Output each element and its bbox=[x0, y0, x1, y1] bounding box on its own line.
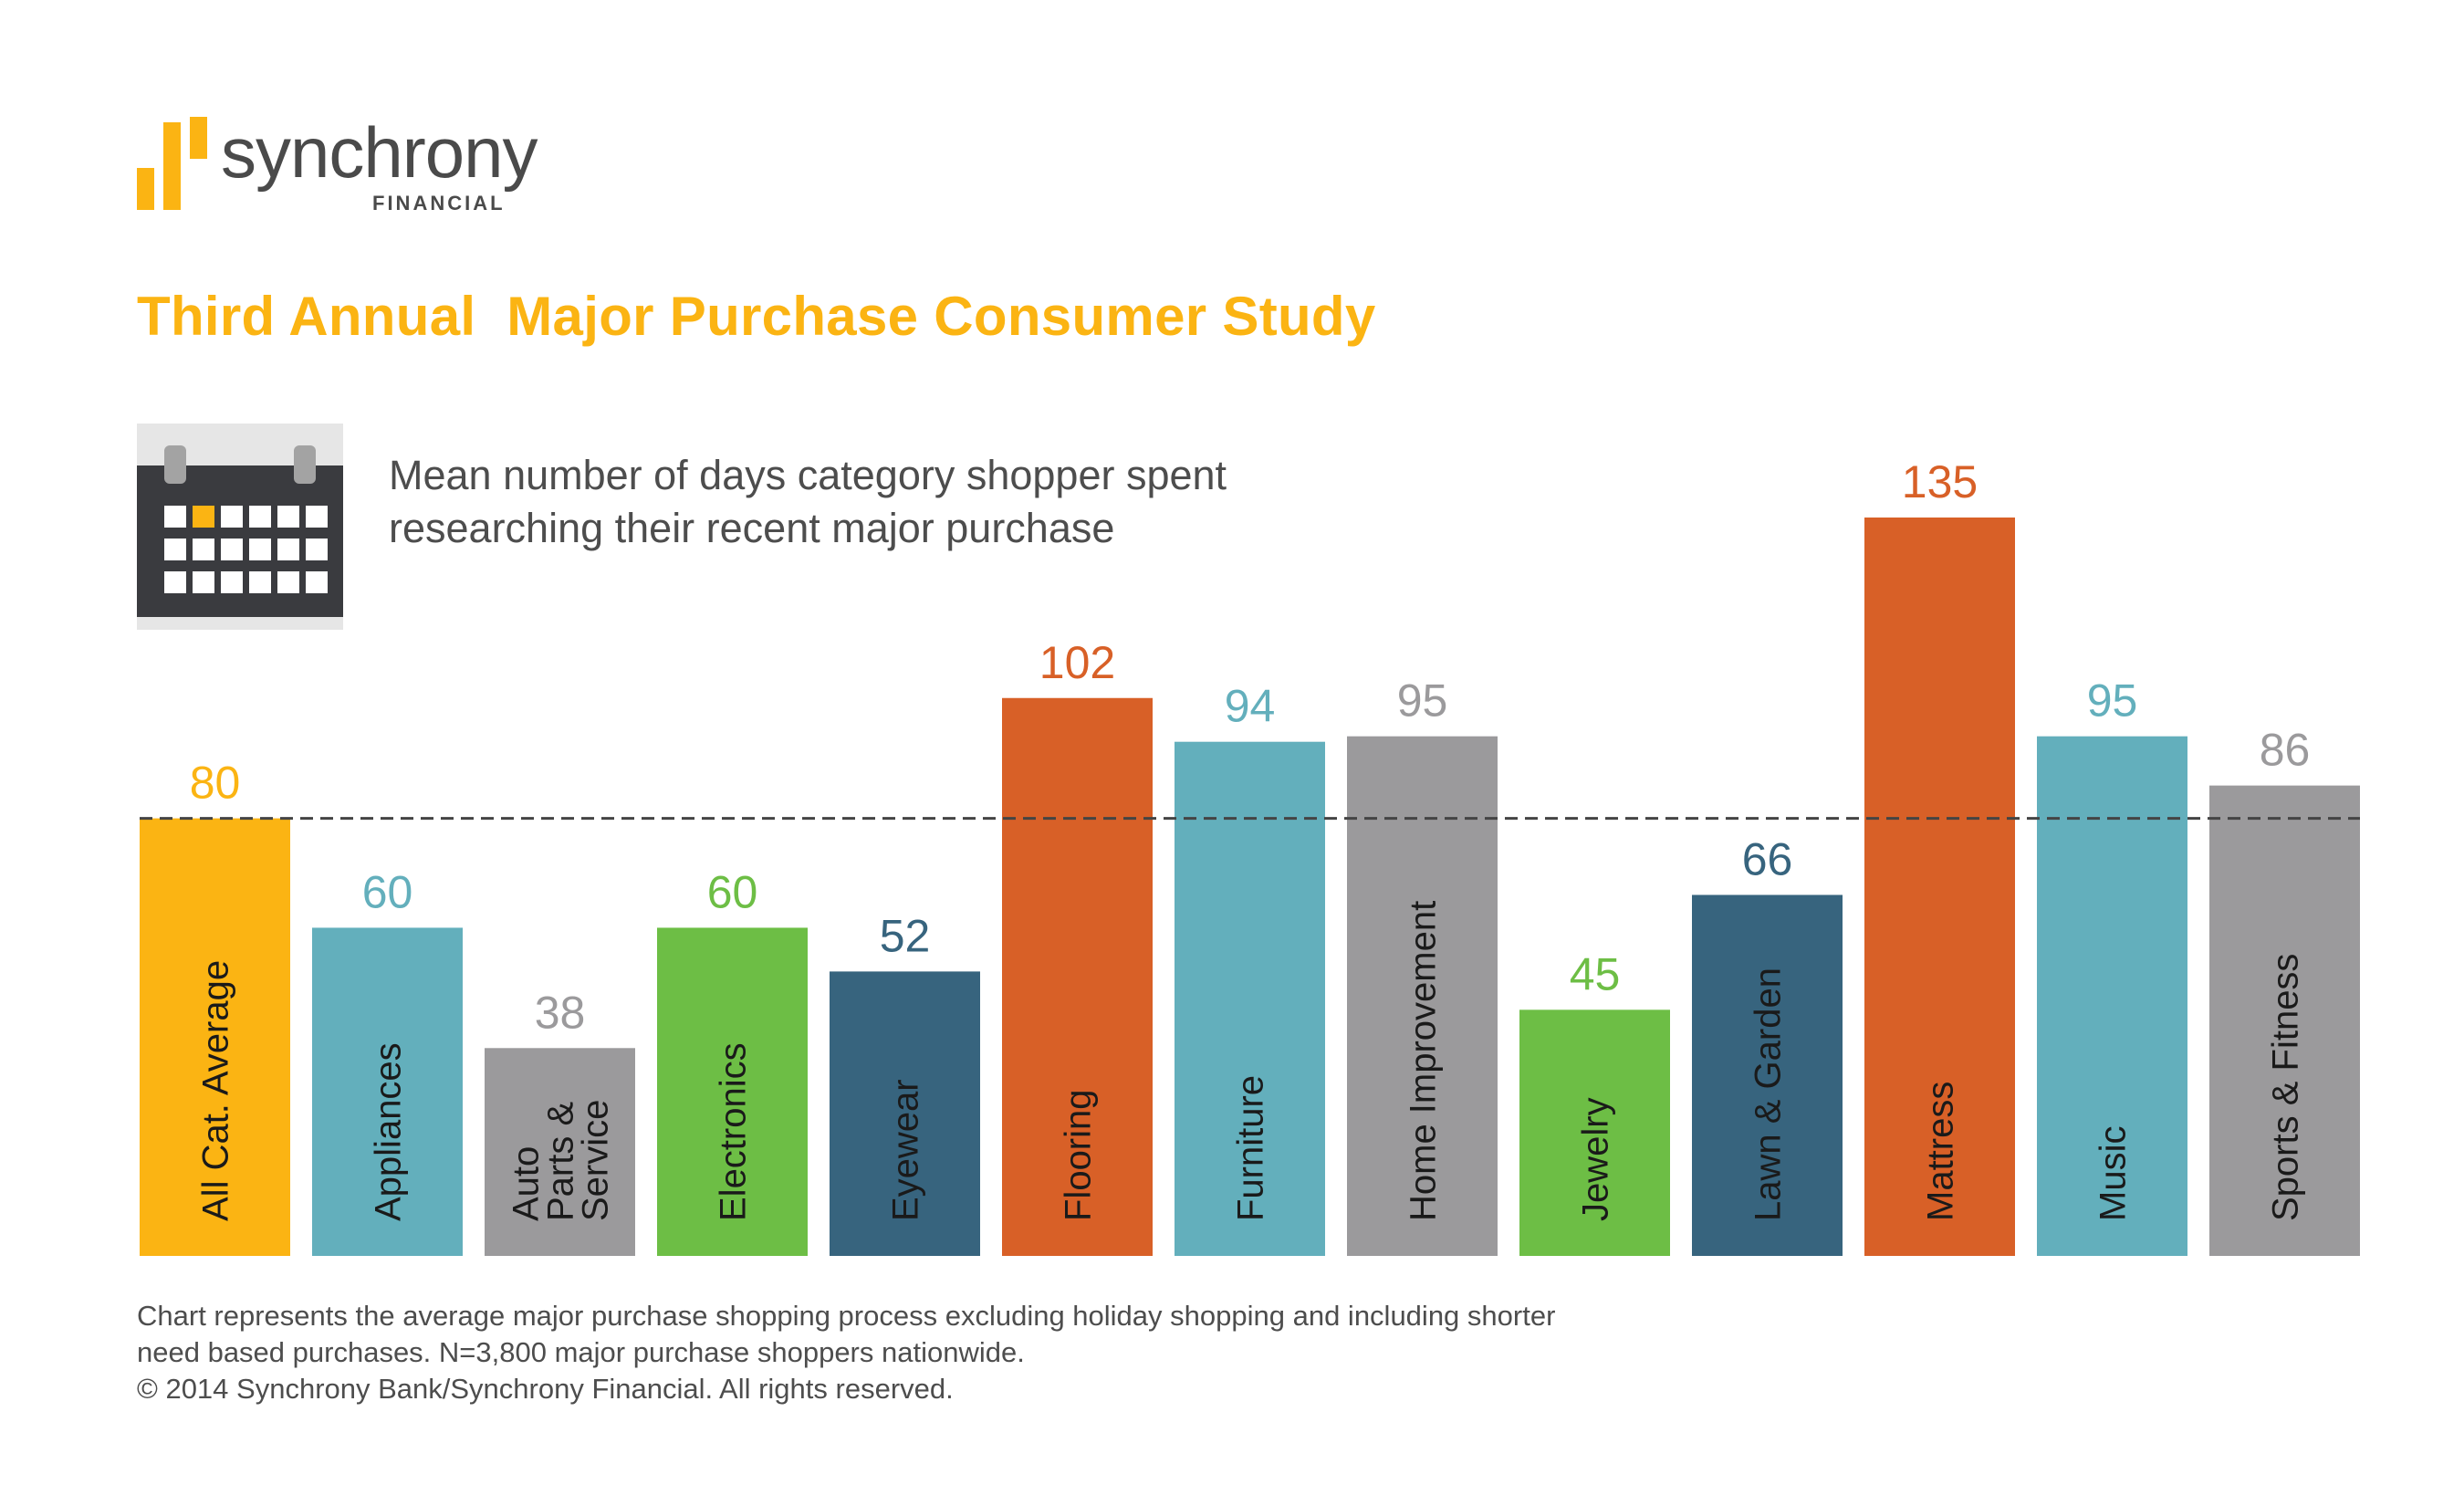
bar bbox=[140, 818, 290, 1256]
category-label: Eyewear bbox=[886, 1079, 926, 1221]
bar bbox=[1692, 894, 1843, 1256]
bar bbox=[2209, 785, 2360, 1256]
bar bbox=[1175, 741, 1325, 1256]
category-label: Jewelry bbox=[1576, 1097, 1616, 1221]
category-label: Lawn & Garden bbox=[1749, 967, 1789, 1221]
bar bbox=[1347, 736, 1498, 1256]
category-label: Flooring bbox=[1059, 1089, 1099, 1221]
bar bbox=[312, 927, 463, 1256]
data-label: 86 bbox=[2260, 725, 2311, 776]
category-label: All Cat. Average bbox=[196, 960, 236, 1221]
bar bbox=[1864, 518, 2015, 1256]
logo-wordmark: synchrony bbox=[221, 112, 538, 193]
footnote-line: © 2014 Synchrony Bank/Synchrony Financia… bbox=[137, 1373, 954, 1405]
synchrony-logo: synchrony FINANCIAL bbox=[137, 117, 593, 217]
logo-subtext: FINANCIAL bbox=[372, 192, 506, 214]
chart-subtitle: Mean number of days category shopper spe… bbox=[389, 452, 1227, 551]
calendar-icon bbox=[137, 424, 343, 630]
footnote-line: need based purchases. N=3,800 major purc… bbox=[137, 1336, 1025, 1368]
data-label: 95 bbox=[2087, 675, 2138, 727]
page-title: Third Annual Major Purchase Consumer Stu… bbox=[137, 286, 1376, 347]
bar bbox=[485, 1048, 635, 1256]
data-label: 38 bbox=[535, 987, 586, 1038]
data-label: 60 bbox=[707, 866, 758, 917]
data-label: 45 bbox=[1570, 948, 1621, 999]
data-label: 80 bbox=[190, 758, 241, 809]
footnote: Chart represents the average major purch… bbox=[137, 1298, 1871, 1407]
category-label: Music bbox=[2093, 1126, 2134, 1221]
category-label: Electronics bbox=[714, 1042, 754, 1221]
category-label: Sports & Fitness bbox=[2266, 954, 2306, 1221]
data-label: 95 bbox=[1397, 675, 1448, 727]
bar bbox=[657, 927, 808, 1256]
category-label: Home Improvement bbox=[1404, 901, 1444, 1221]
category-label: Appliances bbox=[369, 1042, 409, 1221]
bar bbox=[1519, 1009, 1670, 1256]
footnote-line: Chart represents the average major purch… bbox=[137, 1300, 1556, 1332]
data-label: 135 bbox=[1902, 456, 1978, 507]
data-label: 66 bbox=[1742, 833, 1793, 884]
data-label: 52 bbox=[880, 910, 931, 961]
category-label: Mattress bbox=[1921, 1082, 1961, 1221]
category-label: Furniture bbox=[1231, 1075, 1271, 1221]
bar bbox=[1002, 697, 1153, 1256]
data-label: 102 bbox=[1039, 637, 1115, 688]
data-label: 60 bbox=[362, 866, 413, 917]
data-label: 94 bbox=[1225, 681, 1276, 732]
bar bbox=[830, 971, 980, 1256]
bar bbox=[2037, 736, 2187, 1256]
category-label: AutoParts &Service bbox=[506, 1100, 616, 1221]
